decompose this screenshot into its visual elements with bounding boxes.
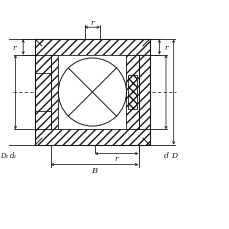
Text: d: d xyxy=(163,152,168,160)
Text: r: r xyxy=(90,19,94,27)
Bar xyxy=(35,40,149,55)
Bar xyxy=(138,55,149,130)
Bar xyxy=(126,55,138,130)
Text: r: r xyxy=(114,155,118,163)
Text: d₁: d₁ xyxy=(10,152,17,160)
Text: r: r xyxy=(13,44,16,52)
Bar xyxy=(35,130,149,145)
Bar xyxy=(35,55,50,130)
Bar xyxy=(126,55,138,130)
Bar xyxy=(138,55,149,130)
Bar xyxy=(50,55,58,130)
Bar xyxy=(35,40,149,145)
Bar xyxy=(128,76,136,110)
Bar xyxy=(35,55,50,130)
Bar xyxy=(35,40,149,55)
Bar xyxy=(128,76,136,110)
Text: B: B xyxy=(91,166,97,174)
Text: D: D xyxy=(170,152,176,160)
Bar xyxy=(50,55,58,130)
Text: r: r xyxy=(164,44,168,52)
Bar xyxy=(35,130,149,145)
Text: D₁: D₁ xyxy=(0,152,8,160)
Circle shape xyxy=(58,59,126,127)
